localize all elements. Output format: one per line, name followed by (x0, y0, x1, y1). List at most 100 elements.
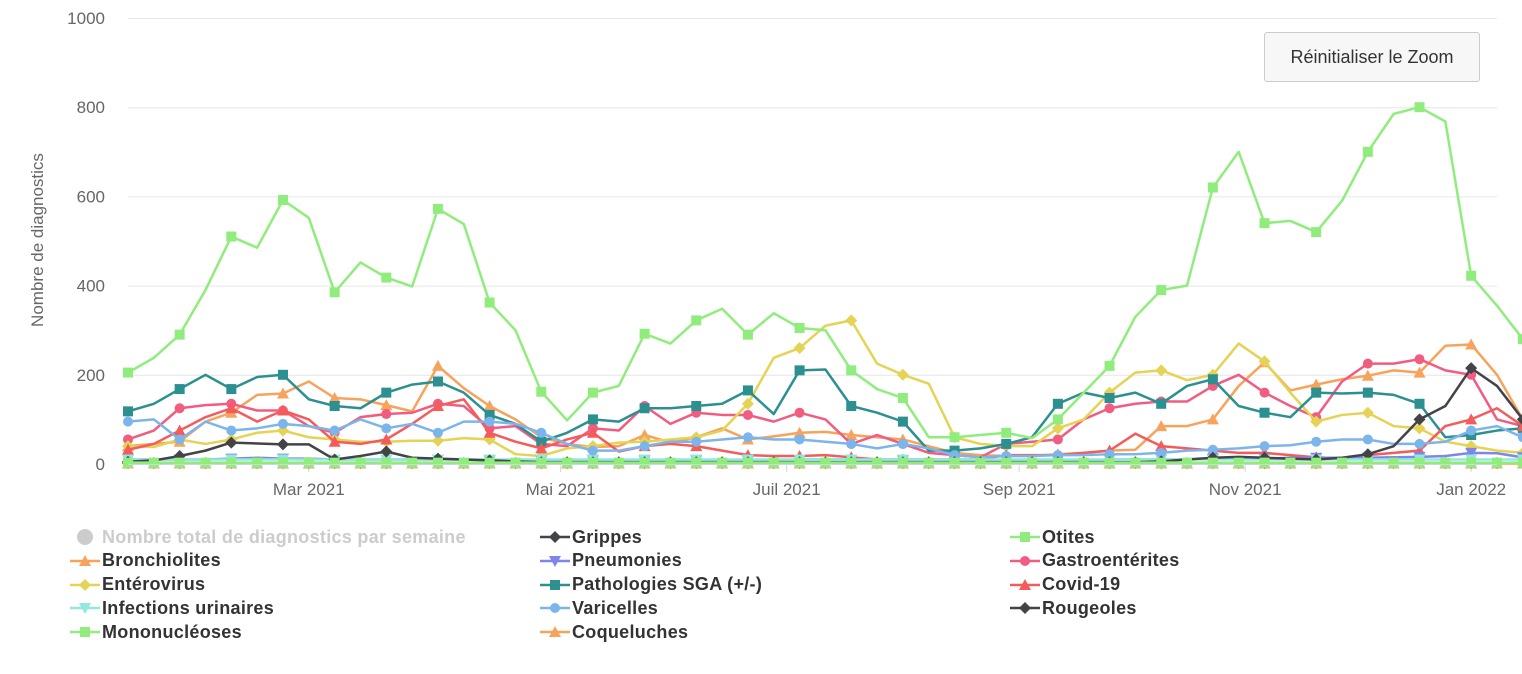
series-pathologies-sga-point[interactable] (536, 436, 547, 447)
legend-item-pneumonies[interactable]: Pneumonies (538, 549, 682, 573)
series-covid-19-point[interactable] (483, 426, 496, 438)
series-varicelles-point[interactable] (1156, 447, 1167, 458)
series-covid-19-point[interactable] (1516, 420, 1522, 432)
series-varicelles-point[interactable] (846, 438, 857, 449)
series-pneumonies-point[interactable] (1465, 447, 1478, 459)
series-varicelles-point[interactable] (1362, 434, 1373, 445)
series-varicelles-point[interactable] (691, 436, 702, 447)
series-gastroenterites-point[interactable] (794, 407, 805, 418)
legend-item-bronchiolites[interactable]: Bronchiolites (68, 549, 221, 573)
series-otites-point[interactable] (1285, 457, 1296, 468)
legend-item-otites[interactable]: Otites (1008, 525, 1095, 549)
series-otites-point[interactable] (897, 457, 908, 468)
series-bronchiolites-point[interactable] (1155, 420, 1168, 432)
series-otites-point[interactable] (1362, 457, 1373, 468)
series-enterovirus-point[interactable] (1155, 364, 1168, 377)
series-mononucleoses-point[interactable] (846, 365, 857, 376)
series-bronchiolites-point[interactable] (276, 387, 289, 399)
series-pathologies-sga-point[interactable] (1104, 392, 1115, 403)
series-otites-point[interactable] (872, 457, 883, 468)
legend-item-varicelles[interactable]: Varicelles (538, 596, 658, 620)
series-mononucleoses-point[interactable] (123, 367, 133, 378)
series-otites-point[interactable] (923, 457, 934, 468)
series-otites-point[interactable] (1130, 457, 1141, 468)
series-bronchiolites-point[interactable] (1310, 378, 1323, 390)
series-mononucleoses-point[interactable] (897, 392, 908, 403)
series-mononucleoses-point[interactable] (1466, 270, 1477, 281)
series-pathologies-sga-point[interactable] (794, 365, 805, 376)
series-pathologies-sga-point[interactable] (174, 384, 185, 395)
series-otites-point[interactable] (174, 457, 185, 468)
series-pathologies-sga-point[interactable] (123, 406, 133, 417)
series-otites-point[interactable] (1001, 457, 1012, 468)
series-enterovirus-point[interactable] (845, 314, 858, 327)
series-grippes-point[interactable] (1465, 362, 1478, 375)
series-covid-19-point[interactable] (535, 442, 548, 454)
series-enterovirus-point[interactable] (1361, 406, 1374, 419)
series-gastroenterites-point[interactable] (1052, 434, 1063, 445)
legend-item-mononucleoses[interactable]: Mononucléoses (68, 620, 242, 644)
legend-item-infections-urinaires[interactable]: Infections urinaires (68, 596, 274, 620)
series-mononucleoses-point[interactable] (794, 322, 805, 333)
legend-item-coqueluches[interactable]: Coqueluches (538, 620, 688, 644)
series-varicelles-point[interactable] (1466, 425, 1477, 436)
series-grippes-point[interactable] (380, 445, 393, 458)
series-varicelles-point[interactable] (794, 434, 805, 445)
series-otites-point[interactable] (742, 457, 753, 468)
series-mononucleoses-point[interactable] (691, 315, 702, 326)
series-otites-point[interactable] (200, 457, 211, 468)
series-mononucleoses-point[interactable] (1156, 285, 1167, 296)
series-bronchiolites-point[interactable] (638, 429, 651, 441)
series-pathologies-sga-point[interactable] (329, 401, 340, 412)
series-pathologies-sga-point[interactable] (1207, 374, 1218, 385)
series-enterovirus-point[interactable] (1258, 355, 1271, 368)
series-pathologies-sga-point[interactable] (846, 401, 857, 412)
series-otites-point[interactable] (1337, 457, 1348, 468)
series-otites-point[interactable] (846, 457, 857, 468)
series-otites-point[interactable] (1207, 457, 1218, 468)
series-otites-point[interactable] (1233, 457, 1244, 468)
legend-item-gastroenterites[interactable]: Gastroentérites (1008, 549, 1180, 573)
series-otites-point[interactable] (1414, 457, 1425, 468)
series-otites-point[interactable] (510, 457, 521, 468)
series-otites-point[interactable] (252, 457, 263, 468)
series-bronchiolites-point[interactable] (1465, 338, 1478, 350)
series-bronchiolites-point[interactable] (1361, 369, 1374, 381)
series-varicelles-point[interactable] (432, 427, 443, 438)
series-bronchiolites-line[interactable] (126, 343, 1522, 458)
series-otites-point[interactable] (458, 457, 469, 468)
series-mononucleoses-point[interactable] (587, 387, 598, 398)
series-pathologies-sga-point[interactable] (484, 409, 495, 420)
series-varicelles-point[interactable] (174, 434, 185, 445)
series-enterovirus-point[interactable] (741, 397, 754, 410)
series-bronchiolites-point[interactable] (793, 426, 806, 438)
legend-item-rougeoles[interactable]: Rougeoles (1008, 596, 1137, 620)
series-varicelles-point[interactable] (587, 445, 598, 456)
series-otites-point[interactable] (148, 457, 159, 468)
series-bronchiolites-point[interactable] (431, 359, 444, 371)
series-otites-point[interactable] (1078, 457, 1089, 468)
series-grippes-point[interactable] (1413, 413, 1426, 426)
reset-zoom-button[interactable]: Réinitialiser le Zoom (1264, 32, 1480, 82)
series-pathologies-sga-point[interactable] (1001, 438, 1012, 449)
series-varicelles-point[interactable] (1052, 450, 1063, 461)
series-otites-point[interactable] (587, 457, 598, 468)
series-pathologies-sga-point[interactable] (1362, 387, 1373, 398)
series-mononucleoses-point[interactable] (742, 329, 753, 340)
series-bronchiolites-point[interactable] (845, 429, 858, 441)
series-varicelles-point[interactable] (226, 425, 237, 436)
series-mononucleoses-point[interactable] (1362, 146, 1373, 157)
series-mononucleoses-line[interactable] (126, 105, 1522, 440)
series-mononucleoses-point[interactable] (1104, 360, 1115, 371)
series-gastroenterites-point[interactable] (174, 403, 185, 414)
series-bronchiolites-point[interactable] (483, 400, 496, 412)
series-otites-point[interactable] (1156, 457, 1167, 468)
series-varicelles-point[interactable] (484, 416, 495, 427)
series-varicelles-point[interactable] (1414, 438, 1425, 449)
series-varicelles-point[interactable] (639, 441, 650, 452)
series-otites-point[interactable] (717, 457, 728, 468)
series-covid-19-point[interactable] (1155, 440, 1168, 452)
legend-item-covid-19[interactable]: Covid-19 (1008, 573, 1120, 597)
series-grippes-point[interactable] (276, 438, 289, 451)
series-covid-19-point[interactable] (380, 433, 393, 445)
